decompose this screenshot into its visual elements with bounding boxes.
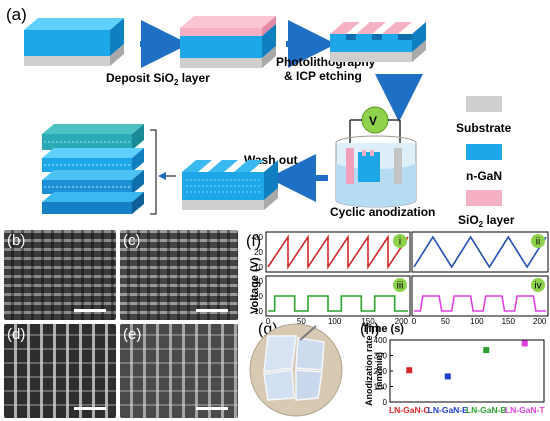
rate-plot: 0 100 200 300 400 LN-GaN-CLN-GaN-ELN-GaN-BLN-… [374,336,546,415]
anodization-cell: V [335,106,417,208]
legend-label-ngan: n-GaN [466,169,502,183]
voltage-series-i [267,234,409,270]
voltage-subplot-frame [265,275,411,317]
sem-texture [4,324,116,418]
voltage-subplot-frame [411,275,549,317]
voltage-series-ii [413,235,547,269]
voltage-x-tick: 100 [470,317,484,326]
voltage-series-iv [414,295,546,312]
rate-y-tick: 400 [374,336,388,345]
panel-label-a: (a) [6,5,27,24]
panel-label-h: (h) [360,321,380,338]
stack-bracket [150,129,157,215]
wafer-photo [249,323,343,417]
subplot-badge-i [393,234,407,248]
sem-image-d: (d) [4,324,116,418]
rate-point-LN-GaN-B [483,347,490,354]
subplot-badge-ii [531,234,545,248]
voltage-series-iii [268,295,408,312]
scale-bar [74,309,106,312]
voltage-y-tick: 20 [254,292,263,301]
voltage-subplot-frame [265,231,411,273]
rate-point-LN-GaN-T [521,340,528,347]
rate-category-label: LN-GaN-C [389,405,430,415]
voltage-x-tick: 150 [502,317,516,326]
rate-point-LN-GaN-C [406,367,413,374]
voltage-subplot-frame [411,231,549,273]
rate-y-tick: 0 [383,398,388,407]
sem-texture [120,230,238,320]
rate-plot-frame [389,339,545,403]
step-deposit-label: Deposit SiO2 layer [106,71,210,87]
panel-label-d: (d) [7,326,26,343]
legend-label-substrate: Substrate [456,121,512,135]
voltage-x-tick: 50 [441,317,450,326]
scale-bar [196,309,228,312]
voltage-x-label: Time (s) [362,323,404,335]
rate-category-label: LN-GaN-E [428,405,468,415]
panel-label-f: (f) [246,233,261,250]
voltage-y-tick: 10 [254,307,263,316]
subplot-label-i: i [399,237,401,248]
rate-y-label-line1: Anodization rate [364,335,374,406]
legend-swatch-ngan [466,144,502,160]
subplot-label-ii: ii [536,237,540,248]
voltage-x-tick: 100 [328,317,342,326]
voltage-x-tick: 150 [361,317,375,326]
voltmeter-label: V [369,114,377,128]
voltage-x-tick: 200 [533,317,547,326]
rate-y-tick: 200 [374,367,388,376]
voltage-y-tick: 20 [254,248,263,257]
sem-image-e: (e) [120,324,238,418]
rate-point-LN-GaN-E [444,373,451,380]
voltage-y-tick: 10 [254,263,263,272]
voltage-y-tick: 30 [254,233,263,242]
block-porous-fins [182,160,278,210]
rate-y-tick: 100 [374,383,388,392]
sem-texture [120,324,238,418]
voltage-x-tick: 0 [266,317,271,326]
subplot-label-iv: iv [534,281,541,292]
legend-label-sio2: SiO2 layer [458,213,515,229]
rate-y-label-line2: (nm/min) [374,352,384,390]
sem-image-b: (b) [4,230,116,320]
rate-category-label: LN-GaN-T [505,405,545,415]
block-etched [330,22,426,62]
panel-label-e: (e) [123,326,142,343]
voltage-x-tick: 50 [297,317,306,326]
sem-image-c: (c) [120,230,238,320]
rate-y-tick: 300 [374,352,388,361]
voltage-y-label: Voltage (V) [249,257,261,314]
step-photo-line2: & ICP etching [284,69,362,83]
voltage-x-tick: 0 [412,317,417,326]
step-anodization-label: Cyclic anodization [330,205,435,219]
exploded-stack [42,124,144,214]
voltage-y-tick: 30 [254,277,263,286]
rate-category-label: LN-GaN-B [466,405,507,415]
block-sio2 [180,16,276,68]
sem-texture [4,230,116,320]
legend-swatch-substrate [466,96,502,112]
legend: Substrate n-GaN SiO2 layer [456,96,515,229]
voltage-x-tick: 200 [395,317,409,326]
scale-bar [74,407,106,410]
panel-label-b: (b) [7,232,26,249]
scale-bar [196,407,228,410]
panel-label-c: (c) [123,232,141,249]
block-initial [24,18,124,66]
subplot-badge-iv [531,278,545,292]
subplot-badge-iii [393,278,407,292]
subplot-label-iii: iii [397,281,404,292]
legend-swatch-sio2 [466,190,502,206]
